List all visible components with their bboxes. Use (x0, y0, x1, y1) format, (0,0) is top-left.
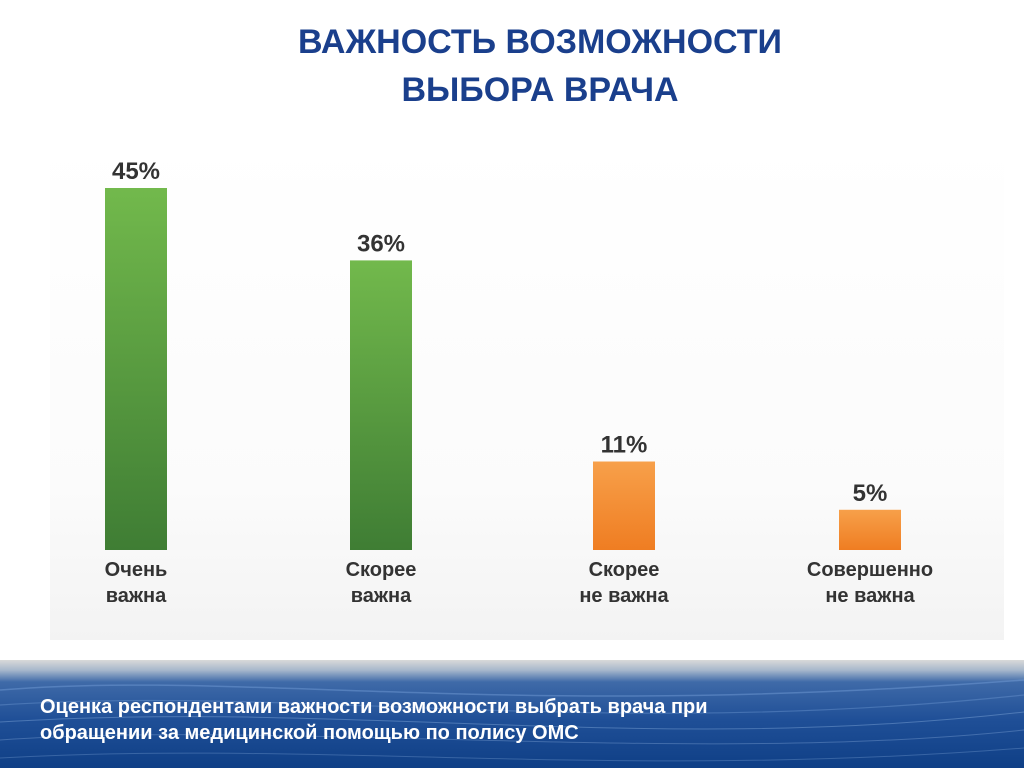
footer-wave-decoration (0, 679, 1024, 762)
chart-caption-line-2: обращении за медицинской помощью по поли… (40, 722, 579, 744)
category-label-skoree-vazhna-line-2: важна (351, 585, 412, 607)
category-label-ochen-vazhna-line-1: Очень (105, 559, 168, 581)
category-label-ochen-vazhna-line-2: важна (106, 585, 167, 607)
slide-title: ВАЖНОСТЬ ВОЗМОЖНОСТИ ВЫБОРА ВРАЧА (240, 18, 840, 114)
category-label-skoree-ne-vazhna-line-1: Скорее (589, 559, 660, 581)
category-label-skoree-ne-vazhna-line-2: не важна (579, 585, 669, 607)
category-label-sovershenno-ne-vazhna-line-2: не важна (825, 585, 915, 607)
value-label-sovershenno-ne-vazhna: 5% (853, 480, 888, 507)
bar-chart: 45% Очень важна 36% Скорее важна 11% Скорее не в… (105, 158, 933, 607)
bar-skoree-ne-vazhna (593, 461, 655, 550)
value-label-skoree-ne-vazhna: 11% (601, 432, 648, 459)
value-label-ochen-vazhna: 45% (112, 158, 160, 185)
slide-title-line-1: ВАЖНОСТЬ ВОЗМОЖНОСТИ (298, 23, 782, 61)
chart-caption-line-1: Оценка респондентами важности возможност… (40, 696, 708, 718)
category-label-skoree-vazhna-line-1: Скорее (346, 559, 417, 581)
slide-title-line-2: ВЫБОРА ВРАЧА (401, 71, 679, 109)
value-label-skoree-vazhna: 36% (357, 230, 405, 257)
bars-layer: 45% Очень важна 36% Скорее важна 11% Скорее не в… (105, 158, 933, 607)
bar-skoree-vazhna (350, 260, 412, 550)
footer-banner: Оценка респондентами важности возможност… (0, 660, 1024, 768)
category-label-sovershenno-ne-vazhna-line-1: Совершенно (807, 559, 933, 581)
chart-background (50, 140, 1004, 640)
bar-sovershenno-ne-vazhna (839, 509, 901, 550)
bar-ochen-vazhna (105, 188, 167, 550)
chart-caption: Оценка респондентами важности возможност… (40, 694, 940, 746)
